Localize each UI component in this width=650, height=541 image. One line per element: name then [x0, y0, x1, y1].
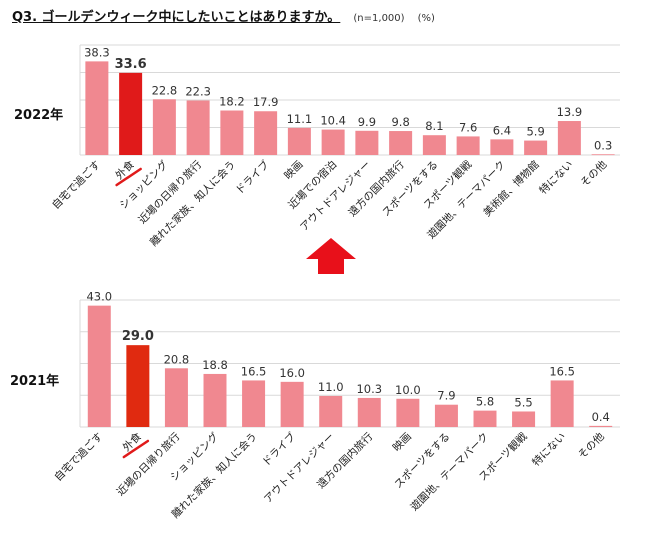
bar: [152, 99, 176, 155]
category-label: ドライブ: [233, 158, 272, 197]
category-label: 自宅で過ごす: [49, 158, 103, 212]
category-label: 特にない: [530, 431, 568, 469]
data-label: 5.8: [476, 395, 494, 409]
data-label: 29.0: [122, 329, 154, 344]
data-label: 18.2: [219, 95, 245, 109]
data-label: 10.4: [320, 114, 346, 128]
bar: [126, 345, 150, 427]
category-label: アウトドアレジャー: [262, 431, 337, 506]
bar: [319, 395, 343, 427]
bar: [242, 380, 266, 427]
data-label: 16.5: [241, 364, 267, 378]
bar: [85, 61, 109, 155]
chart-title: Q3. ゴールデンウィーク中にしたいことはありますか。: [12, 10, 341, 25]
bar: [280, 381, 304, 427]
bar: [473, 410, 497, 427]
bar: [490, 139, 514, 155]
data-label: 5.5: [514, 395, 532, 409]
bar: [512, 411, 536, 427]
bar: [550, 380, 574, 427]
bar: [287, 127, 311, 155]
data-label: 8.1: [425, 119, 443, 133]
data-label: 17.9: [253, 95, 279, 109]
data-label: 10.3: [356, 382, 382, 396]
bar: [119, 72, 143, 155]
bar: [389, 131, 413, 155]
data-label: 0.3: [594, 138, 612, 152]
data-label: 18.8: [202, 358, 228, 372]
data-label: 20.8: [164, 352, 190, 366]
bar: [355, 130, 379, 155]
bar: [589, 425, 613, 427]
data-label: 9.8: [391, 115, 409, 129]
category-label: 映画: [391, 431, 414, 454]
bar: [524, 140, 548, 155]
data-label: 6.4: [493, 123, 511, 137]
category-label: 特にない: [537, 159, 575, 197]
data-label: 22.8: [152, 83, 178, 97]
data-label: 16.0: [279, 366, 305, 380]
highlight-underline: [122, 439, 150, 459]
data-label: 22.3: [185, 84, 211, 98]
data-label: 0.4: [592, 410, 610, 424]
bar: [87, 305, 111, 427]
up-arrow-icon: [306, 238, 356, 274]
unit-label: (%): [417, 13, 435, 24]
bar: [422, 135, 446, 155]
category-label: ドライブ: [259, 430, 298, 469]
data-label: 7.6: [459, 120, 477, 134]
bar: [557, 121, 581, 155]
bar: [220, 110, 244, 155]
data-label: 43.0: [86, 290, 112, 304]
year-label-2022: 2022年: [14, 108, 64, 123]
category-label: その他: [578, 158, 610, 190]
bar: [434, 404, 458, 427]
data-label: 13.9: [557, 105, 583, 119]
data-label: 11.0: [318, 380, 344, 394]
bar: [357, 397, 381, 427]
category-label: 近場の日帰り旅行: [136, 158, 205, 227]
sample-size: (n=1,000): [353, 13, 405, 24]
bar: [396, 398, 420, 427]
chart-title-row: Q3. ゴールデンウィーク中にしたいことはありますか。 (n=1,000) (%…: [12, 6, 435, 25]
category-label: 自宅で過ごす: [52, 430, 106, 484]
bar: [164, 368, 188, 427]
category-label: その他: [575, 430, 607, 462]
bar: [186, 100, 210, 155]
data-label: 11.1: [287, 112, 313, 126]
data-label: 5.9: [526, 125, 544, 139]
bar: [254, 111, 278, 155]
bar: [456, 136, 480, 155]
bar: [591, 154, 615, 156]
data-label: 9.9: [358, 115, 376, 129]
category-label: 映画: [282, 159, 305, 182]
data-label: 10.0: [395, 383, 421, 397]
bar: [203, 373, 227, 427]
year-label-2021: 2021年: [10, 374, 60, 389]
bar: [321, 129, 345, 155]
data-label: 33.6: [115, 57, 147, 72]
data-label: 38.3: [84, 45, 110, 59]
data-label: 16.5: [549, 364, 575, 378]
category-label: 遊園地、テーマパーク: [408, 430, 491, 513]
category-label: 遠方の国内旅行: [346, 158, 408, 220]
data-label: 7.9: [437, 389, 455, 403]
highlight-underline: [115, 167, 142, 187]
